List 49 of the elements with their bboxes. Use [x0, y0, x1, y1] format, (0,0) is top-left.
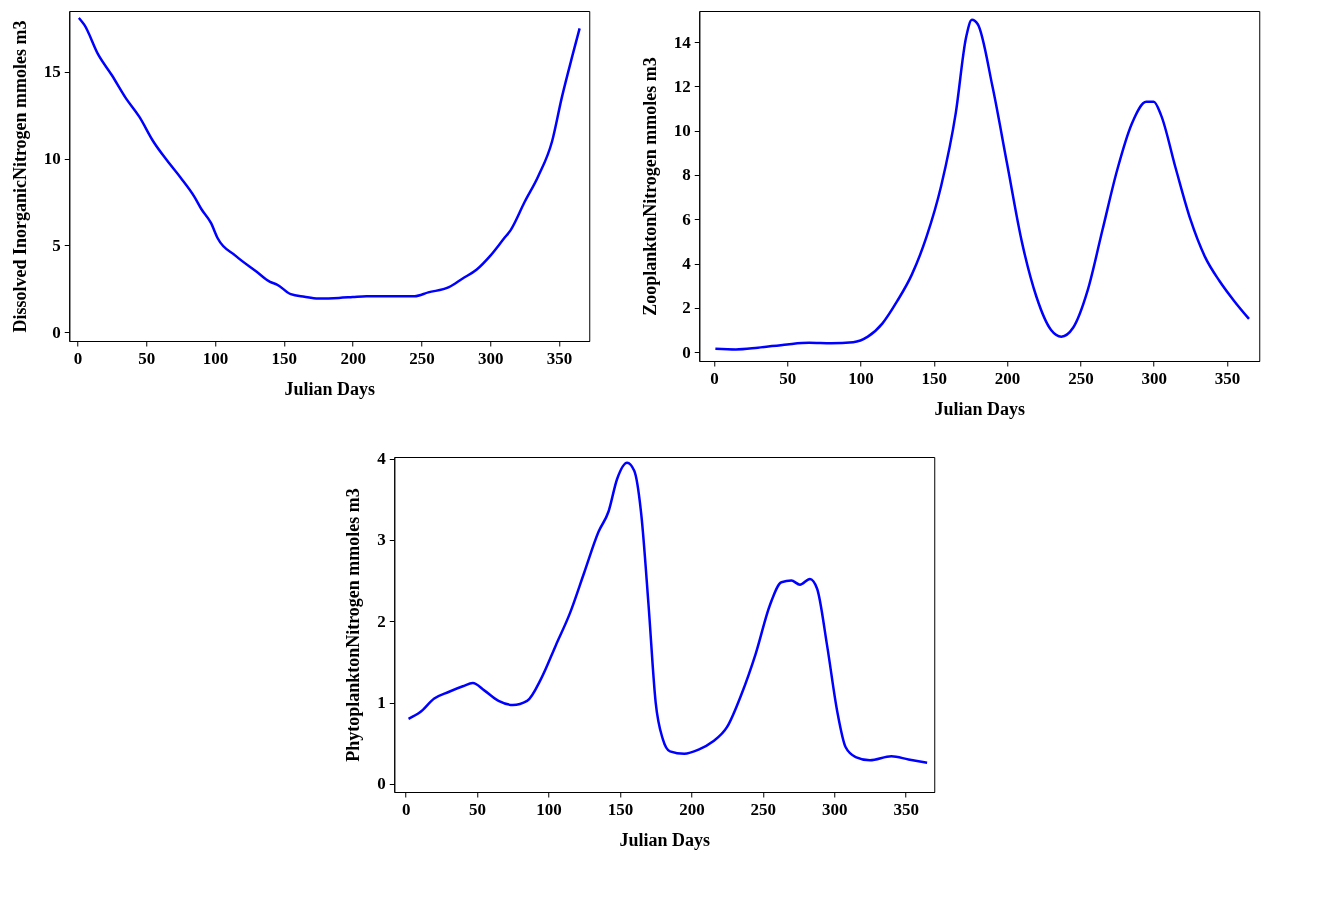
y-tick-label: 10 — [673, 121, 691, 141]
y-tick-label: 4 — [377, 449, 387, 469]
x-tick-label: 350 — [546, 348, 573, 368]
y-tick-label: 0 — [52, 322, 61, 342]
x-tick-label: 200 — [679, 799, 705, 819]
y-tick-label: 6 — [682, 209, 691, 229]
x-tick-label: 150 — [271, 348, 298, 368]
x-tick-label: 100 — [848, 368, 874, 388]
x-tick-label: 250 — [1068, 368, 1094, 388]
y-tick-label: 0 — [377, 774, 386, 794]
x-tick-label: 200 — [994, 368, 1021, 388]
x-tick-label: 250 — [409, 348, 435, 368]
x-tick-label: 300 — [477, 348, 504, 368]
y-axis-title: Dissolved InorganicNitrogen mmoles m3 — [9, 20, 30, 333]
x-tick-label: 250 — [750, 799, 777, 819]
x-tick-label: 350 — [1214, 368, 1241, 388]
x-tick-label: 0 — [710, 368, 719, 388]
x-axis-title: Julian Days — [619, 829, 711, 850]
x-tick-label: 50 — [469, 799, 487, 819]
x-tick-label: 0 — [73, 348, 83, 368]
y-tick-label: 1 — [377, 693, 386, 713]
x-tick-label: 350 — [893, 799, 919, 819]
y-tick-label: 10 — [43, 149, 61, 169]
y-tick-label: 15 — [43, 62, 61, 82]
x-axis-title: Julian Days — [284, 378, 376, 399]
x-tick-label: 50 — [138, 348, 156, 368]
line-series — [714, 18, 1251, 351]
y-tick-label: 5 — [52, 235, 61, 255]
line-series — [77, 16, 581, 300]
x-tick-label: 100 — [202, 348, 229, 368]
y-tick-label: 3 — [377, 530, 386, 550]
x-tick-label: 0 — [401, 799, 411, 819]
x-tick-label: 300 — [822, 799, 848, 819]
x-tick-label: 300 — [1141, 368, 1167, 388]
y-tick-label: 2 — [682, 298, 691, 318]
y-tick-label: 14 — [673, 32, 692, 52]
y-tick-label: 12 — [673, 76, 691, 96]
x-tick-label: 50 — [779, 368, 797, 388]
x-tick-label: 200 — [340, 348, 366, 368]
y-axis-title: PhytoplanktonNitrogen mmoles m3 — [343, 488, 364, 762]
y-tick-label: 8 — [682, 165, 691, 185]
y-tick-label: 4 — [682, 254, 692, 274]
y-tick-label: 2 — [377, 611, 386, 631]
x-tick-label: 150 — [607, 799, 634, 819]
x-tick-label: 150 — [921, 368, 948, 388]
x-tick-label: 100 — [536, 799, 562, 819]
x-axis-title: Julian Days — [934, 398, 1026, 419]
line-series — [407, 461, 929, 764]
y-axis-title: ZooplanktonNitrogen mmoles m3 — [639, 57, 660, 316]
